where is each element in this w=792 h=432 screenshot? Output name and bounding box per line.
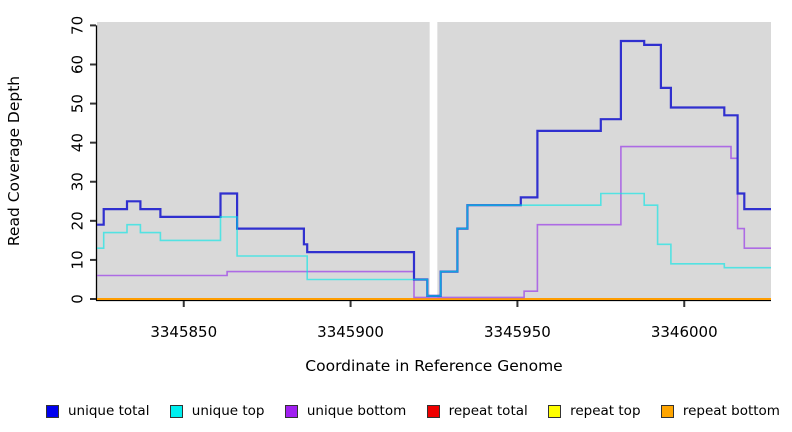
legend-swatch-repeat-total bbox=[426, 404, 440, 418]
x-tick-label: 3345900 bbox=[317, 323, 384, 341]
y-tick-label: 30 bbox=[69, 172, 87, 191]
y-tick-label: 70 bbox=[69, 16, 87, 35]
legend-swatch-unique-total bbox=[46, 404, 59, 418]
legend-swatch-unique-bottom bbox=[284, 404, 298, 418]
legend-item: unique total bbox=[46, 403, 149, 419]
series-line-unique-top bbox=[97, 192, 771, 297]
legend-label: repeat top bbox=[570, 403, 641, 419]
y-tick-label: 60 bbox=[69, 55, 87, 74]
y-tick-label: 10 bbox=[69, 250, 87, 269]
y-axis-label: Read Coverage Depth bbox=[5, 75, 23, 247]
x-tick-label: 3345950 bbox=[484, 323, 551, 341]
legend-label: repeat total bbox=[448, 403, 528, 419]
x-tick-label: 3345850 bbox=[150, 323, 217, 341]
y-tick-label: 50 bbox=[69, 94, 87, 113]
series-line-unique-bottom bbox=[97, 145, 771, 299]
x-axis-label: Coordinate in Reference Genome bbox=[305, 357, 563, 375]
legend-swatch-repeat-bottom bbox=[660, 404, 674, 418]
legend-item: unique bottom bbox=[284, 403, 407, 419]
legend-label: unique bottom bbox=[306, 403, 407, 419]
legend-item: unique top bbox=[169, 403, 265, 419]
legend-swatch-repeat-top bbox=[548, 404, 562, 418]
y-tick-label: 40 bbox=[69, 133, 87, 152]
legend-label: repeat bottom bbox=[682, 403, 780, 419]
x-tick-label: 3346000 bbox=[651, 323, 718, 341]
y-tick-label: 0 bbox=[69, 294, 87, 304]
legend: unique total unique top unique bottom repea… bbox=[46, 401, 780, 421]
legend-label: unique total bbox=[68, 403, 150, 419]
legend-label: unique top bbox=[191, 403, 265, 419]
legend-item: repeat top bbox=[548, 403, 641, 419]
coverage-gap-band bbox=[429, 22, 438, 300]
y-tick-label: 20 bbox=[69, 211, 87, 230]
legend-item: repeat bottom bbox=[660, 403, 780, 419]
legend-swatch-unique-top bbox=[169, 404, 183, 418]
legend-item: repeat total bbox=[426, 403, 528, 419]
